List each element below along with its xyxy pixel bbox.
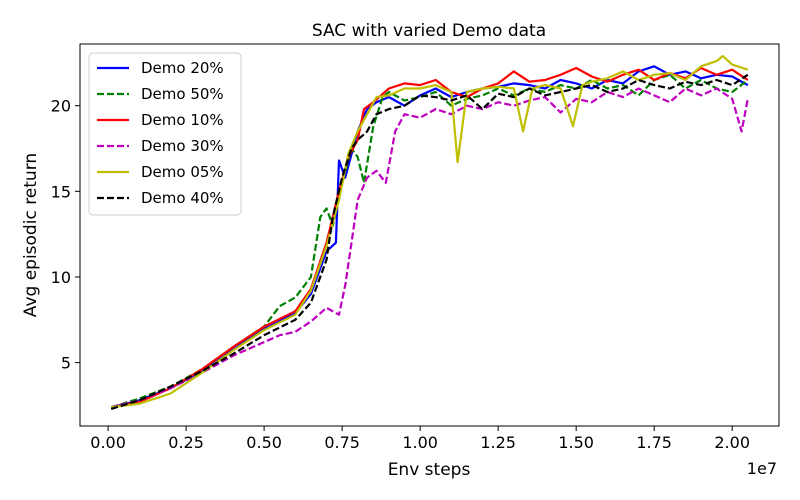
- x-tick-label: 1.25: [480, 433, 516, 452]
- x-tick-label: 0.50: [246, 433, 282, 452]
- y-tick-label: 20: [51, 97, 71, 116]
- legend: Demo 20% Demo 50% Demo 10% Demo 30% Demo 05%…: [88, 52, 242, 216]
- plot-frame: [79, 43, 780, 427]
- y-tick-label: 15: [51, 182, 71, 201]
- x-axis-offset-label: 1e7: [747, 459, 777, 478]
- y-tick-label: 10: [51, 268, 71, 287]
- x-tick-label: 0.75: [324, 433, 360, 452]
- x-tick-label: 1.50: [558, 433, 594, 452]
- series-line-2: [110, 66, 749, 409]
- legend-label-0: Demo 20%: [141, 59, 224, 77]
- series-line-3: [110, 87, 749, 409]
- chart-title: SAC with varied Demo data: [312, 21, 546, 41]
- x-tick-label: 1.00: [402, 433, 438, 452]
- legend-label-3: Demo 30%: [141, 137, 224, 155]
- legend-label-1: Demo 50%: [141, 85, 224, 103]
- y-axis: 5 10 15 20: [51, 97, 80, 373]
- x-tick-label: 0.25: [168, 433, 204, 452]
- legend-label-4: Demo 05%: [141, 163, 224, 181]
- x-tick-label: 0.00: [90, 433, 126, 452]
- series-line-1: [110, 73, 749, 409]
- series-line-5: [110, 73, 749, 410]
- legend-label-2: Demo 10%: [141, 111, 224, 129]
- plot-area: [110, 54, 749, 410]
- x-axis: 0.00 0.25 0.50 0.75 1.00 1.25 1.50 1.75 2.00: [90, 426, 750, 452]
- x-tick-label: 1.75: [636, 433, 672, 452]
- series-line-4: [111, 54, 749, 409]
- legend-label-5: Demo 40%: [141, 189, 224, 207]
- y-axis-label: Avg episodic return: [21, 153, 41, 317]
- x-axis-label: Env steps: [388, 460, 471, 480]
- y-tick-label: 5: [61, 354, 71, 373]
- x-tick-label: 2.00: [714, 433, 750, 452]
